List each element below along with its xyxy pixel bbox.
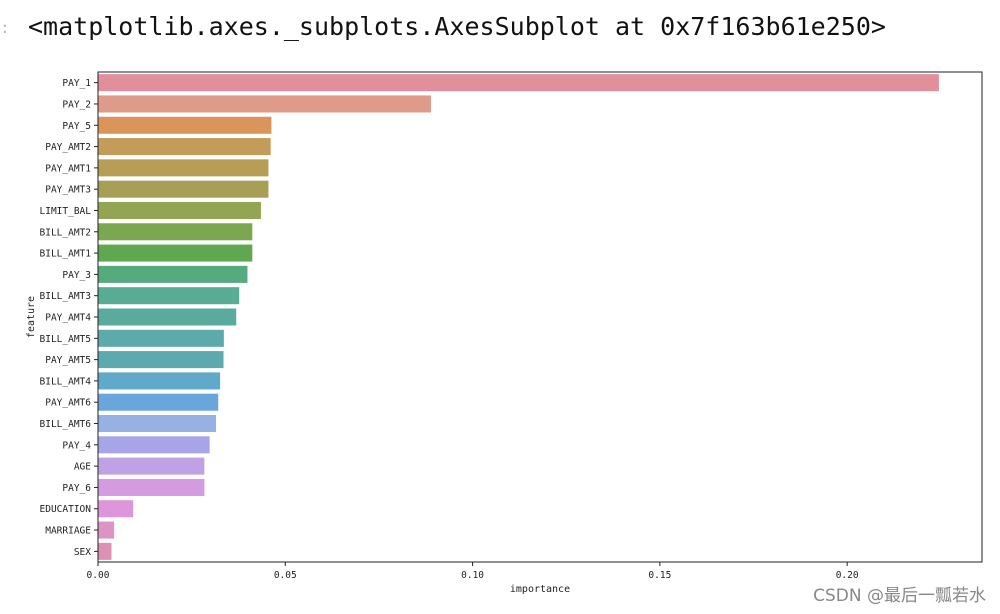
bar-limit-bal [98, 201, 261, 219]
bar-bill-amt4 [98, 372, 221, 390]
bar-pay-amt4 [98, 308, 237, 326]
x-tick-label: 0.05 [274, 570, 297, 581]
y-tick-label: PAY_1 [62, 78, 91, 89]
y-tick-label: PAY_2 [62, 99, 91, 110]
bar-pay-amt1 [98, 159, 269, 177]
y-axis-label: feature [26, 296, 37, 338]
y-tick-label: PAY_3 [62, 270, 91, 281]
bar-pay-4 [98, 436, 210, 454]
y-tick-label: BILL_AMT3 [40, 291, 91, 302]
y-tick-label: PAY_AMT5 [45, 355, 91, 366]
y-tick-label: PAY_AMT2 [45, 142, 91, 153]
y-tick-label: BILL_AMT2 [40, 227, 91, 238]
bar-bill-amt1 [98, 244, 253, 262]
bar-pay-3 [98, 265, 248, 283]
y-tick-label: BILL_AMT5 [40, 334, 91, 345]
y-tick-label: PAY_AMT1 [45, 163, 91, 174]
bar-age [98, 457, 205, 475]
bar-pay-amt6 [98, 393, 219, 411]
y-tick-label: PAY_AMT4 [45, 313, 91, 324]
y-tick-label: AGE [74, 462, 91, 473]
x-axis-label: importance [510, 584, 570, 595]
bar-pay-amt3 [98, 180, 269, 198]
axes-frame [97, 71, 983, 563]
x-tick-label: 0.00 [87, 570, 110, 581]
bar-pay-2 [98, 95, 431, 113]
bar-bill-amt2 [98, 223, 253, 241]
watermark-text: CSDN @最后一瓢若水 [813, 586, 986, 606]
y-tick-label: MARRIAGE [45, 526, 91, 537]
x-tick-label: 0.15 [648, 570, 671, 581]
bar-sex [98, 542, 112, 560]
bars-group [98, 74, 939, 560]
y-tick-label: LIMIT_BAL [40, 206, 92, 217]
y-tick-label: EDUCATION [40, 504, 92, 515]
y-tick-label: PAY_4 [62, 440, 91, 451]
x-tick-label: 0.10 [461, 570, 484, 581]
bar-marriage [98, 521, 115, 539]
y-tick-label: BILL_AMT4 [40, 376, 92, 387]
cell-prompt-marker: : [0, 18, 10, 37]
bar-pay-amt2 [98, 138, 271, 156]
bar-pay-amt5 [98, 351, 224, 369]
y-tick-labels: PAY_1 PAY_2 PAY_5 PAY_AMT2 PAY_AMT1 PAY_AMT3 L… [40, 78, 98, 558]
bar-bill-amt6 [98, 415, 216, 433]
bar-pay-6 [98, 478, 205, 496]
y-tick-label: PAY_5 [62, 121, 91, 132]
bar-bill-amt5 [98, 329, 224, 347]
x-ticks: 0.00 0.05 0.10 0.15 0.20 [87, 562, 859, 581]
bar-pay-5 [98, 116, 272, 134]
bar-education [98, 500, 134, 518]
bar-pay-1 [98, 74, 939, 92]
bar-bill-amt3 [98, 287, 240, 305]
y-tick-label: PAY_6 [62, 483, 91, 494]
y-tick-label: PAY_AMT6 [45, 398, 91, 409]
y-tick-label: BILL_AMT6 [40, 419, 92, 430]
y-tick-label: SEX [74, 547, 91, 558]
x-tick-label: 0.20 [836, 570, 859, 581]
y-tick-label: PAY_AMT3 [45, 185, 91, 196]
y-tick-label: BILL_AMT1 [40, 249, 92, 260]
cell-output-repr: <matplotlib.axes._subplots.AxesSubplot a… [28, 12, 886, 41]
